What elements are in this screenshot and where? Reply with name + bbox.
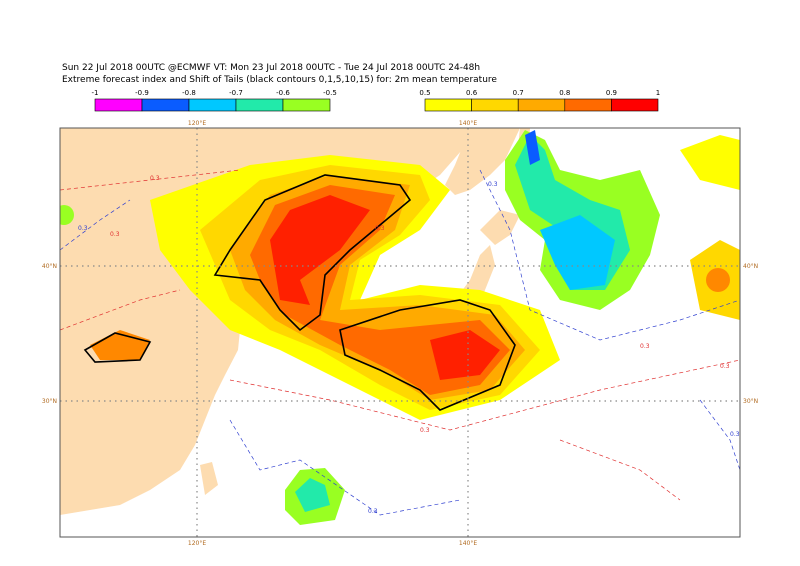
lat-label: 40°N	[42, 263, 57, 270]
contour-label: 0.3	[420, 427, 430, 434]
title-line2: Extreme forecast index and Shift of Tail…	[62, 75, 497, 85]
lat-label: 40°N	[743, 263, 758, 270]
colorbar-cell	[611, 98, 659, 112]
colorbar-cell	[517, 98, 566, 112]
dashed-contours	[60, 169, 740, 516]
colorbar-label: -0.6	[276, 89, 290, 97]
efi-positive	[90, 135, 740, 420]
lat-label: 30°N	[42, 398, 57, 405]
colorbar-label: -0.7	[229, 89, 243, 97]
contour-label: 0.3	[150, 175, 160, 182]
colorbar-cell	[564, 98, 612, 112]
colorbar-cell	[141, 98, 190, 112]
lon-label: 120°E	[188, 120, 206, 127]
colorbar-label: -0.8	[182, 89, 196, 97]
colorbar-cell	[471, 98, 519, 112]
land-taiwan	[200, 462, 218, 495]
graticule	[60, 128, 740, 537]
colorbar-label: 0.7	[513, 89, 524, 97]
title-line1: Sun 22 Jul 2018 00UTC @ECMWF VT: Mon 23 …	[62, 63, 480, 73]
colorbar-label: -1	[92, 89, 99, 97]
sot-contours	[83, 174, 516, 411]
lat-label: 30°N	[743, 398, 758, 405]
colorbar-cell	[94, 98, 143, 112]
land-hokkaido	[480, 210, 520, 245]
colorbar-label: 0.5	[419, 89, 430, 97]
lon-label: 140°E	[459, 540, 477, 547]
map-area	[60, 128, 740, 537]
colorbar-label: 1	[656, 89, 660, 97]
colorbar-cell	[188, 98, 237, 112]
colorbar-label: 0.6	[466, 89, 478, 97]
colorbar-cell	[424, 98, 472, 112]
contour-label: 0.3	[110, 231, 120, 238]
lon-label: 120°E	[188, 540, 206, 547]
contour-label: 0.3	[640, 343, 650, 350]
colorbar-cell	[282, 98, 331, 112]
colorbar-label: 0.9	[606, 89, 617, 97]
contour-label: 0.3	[375, 225, 385, 232]
colorbars: -1 -0.9 -0.8 -0.7 -0.6 -0.5 0.5 0.6 0.7 0.8 0.9 1	[92, 89, 660, 112]
land-russia-coast	[445, 128, 520, 195]
map-frame	[59, 127, 741, 538]
lon-label: 140°E	[459, 120, 477, 127]
contour-label: 0.3	[78, 225, 88, 232]
colorbar-label: -0.5	[323, 89, 337, 97]
colorbar-label: -0.9	[135, 89, 149, 97]
colorbar-label: 0.8	[559, 89, 570, 97]
contour-label: 0.3	[368, 508, 378, 515]
contour-label: 0.3	[730, 431, 740, 438]
contour-label: 0.3	[720, 363, 730, 370]
efi-negative	[60, 130, 660, 525]
contour-label: 0.3	[488, 181, 498, 188]
colorbar-cell	[235, 98, 284, 112]
